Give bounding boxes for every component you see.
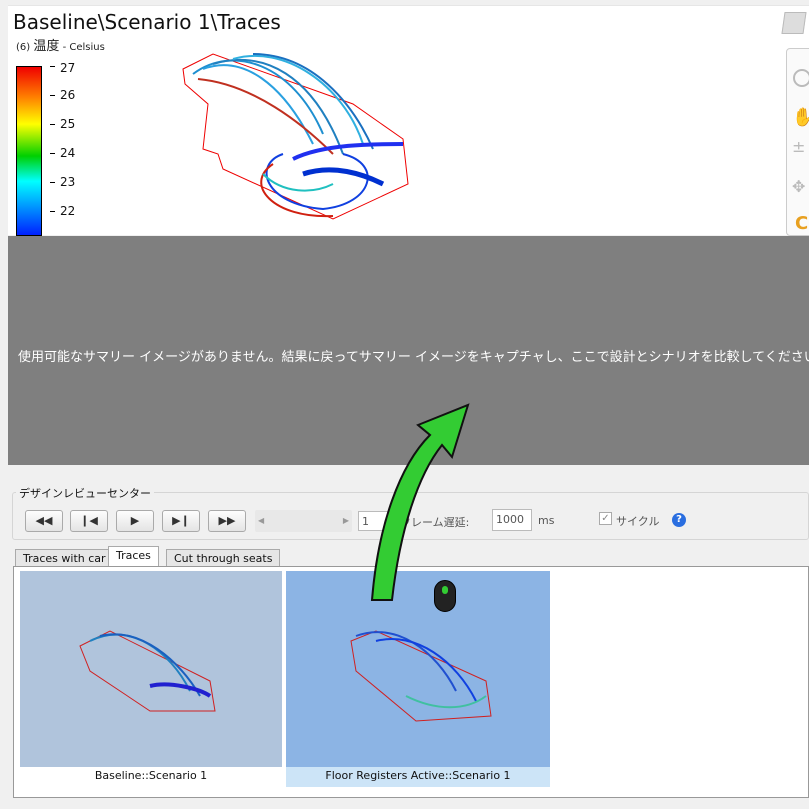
orbit-icon[interactable]: ✥ [792,177,806,196]
tick-label: 26 [60,88,76,102]
color-scale [16,66,42,236]
cycle-checkbox[interactable]: ✓ [599,512,612,525]
thumbnail-image [20,571,282,767]
thumbnail-baseline[interactable]: Baseline::Scenario 1 [20,571,282,787]
mouse-icon [434,580,456,612]
3d-viewer[interactable]: Baseline\Scenario 1\Traces (6) 温度 - Cels… [8,5,809,236]
steering-wheel-icon[interactable] [793,69,809,87]
tab-traces-with-car[interactable]: Traces with car [15,549,114,567]
view-title: Baseline\Scenario 1\Traces [13,10,281,34]
help-icon[interactable]: ? [672,513,686,527]
zoom-icon[interactable]: ± [792,137,806,156]
green-arrow-annotation [370,403,470,601]
view-cube-icon[interactable] [781,12,807,34]
thumbnail-floor-registers[interactable]: Floor Registers Active::Scenario 1 [286,571,550,787]
tick-label: 24 [60,146,76,160]
thumbnail-image [286,571,550,767]
tick-label: 23 [60,175,76,189]
navigation-bar: ✋ ± ✥ C [786,48,809,236]
cycle-label: サイクル [616,515,660,528]
tick-label: 25 [60,117,76,131]
summary-area: 使用可能なサマリー イメージがありません。結果に戻ってサマリー イメージをキャプ… [8,236,809,465]
play-button[interactable]: ▶ [116,510,154,532]
first-frame-button[interactable]: ◀◀ [25,510,63,532]
group-label: デザインレビューセンター [16,485,154,501]
legend-title: (6) 温度 - Celsius [16,39,105,54]
tick-label: 22 [60,204,76,218]
tick-label: 27 [60,61,76,75]
thumbnail-caption: Baseline::Scenario 1 [94,769,208,782]
last-frame-button[interactable]: ▶▶ [208,510,246,532]
thumbnail-panel: Baseline::Scenario 1 Floor Registers Act… [13,566,809,798]
frame-delay-input[interactable]: 1000 [492,509,532,531]
thumbnail-caption: Floor Registers Active::Scenario 1 [325,769,511,782]
frame-slider[interactable]: ◀ ▶ [255,510,352,532]
next-frame-button[interactable]: ▶❙ [162,510,200,532]
previous-frame-button[interactable]: ❙◀ [70,510,108,532]
tab-traces[interactable]: Traces [108,546,159,567]
ms-label: ms [538,514,555,527]
no-summary-message: 使用可能なサマリー イメージがありません。結果に戻ってサマリー イメージをキャプ… [18,350,809,365]
traces-render [182,53,409,220]
frame-delay-label: フレーム遅延: [400,516,470,529]
tab-cut-through-seats[interactable]: Cut through seats [166,549,281,567]
pan-icon[interactable]: ✋ [792,107,809,128]
look-icon[interactable]: C [795,213,809,234]
